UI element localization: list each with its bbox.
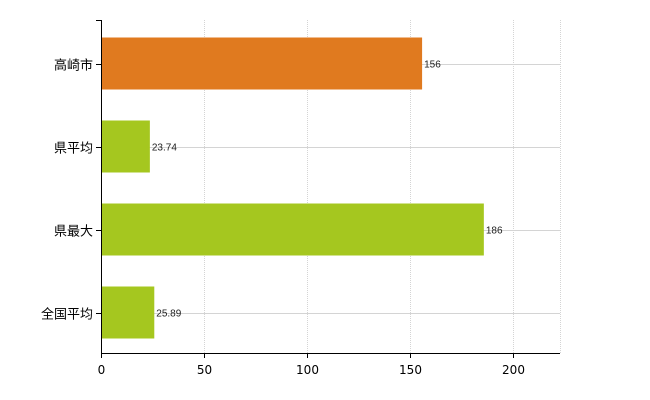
x-tick-label-200: 200 <box>502 363 525 377</box>
bar-3 <box>101 286 155 339</box>
bar-0 <box>101 37 423 90</box>
category-label-1: 県平均 <box>54 142 93 157</box>
bars <box>101 37 484 339</box>
x-tick-label-50: 50 <box>197 363 212 377</box>
axes <box>96 20 560 358</box>
data-label-0: 156 <box>424 60 441 71</box>
data-label-2: 186 <box>486 226 503 237</box>
category-label-3: 全国平均 <box>41 307 93 323</box>
bar-1 <box>101 120 150 173</box>
category-label-2: 県最大 <box>54 225 93 240</box>
data-label-1: 23.74 <box>152 143 177 154</box>
x-tick-label-150: 150 <box>399 363 422 377</box>
x-tick-label-100: 100 <box>296 363 319 377</box>
category-label-0: 高崎市 <box>54 58 93 74</box>
x-tick-label-0: 0 <box>98 363 106 377</box>
data-label-3: 25.89 <box>156 309 181 320</box>
bar-2 <box>101 203 484 256</box>
